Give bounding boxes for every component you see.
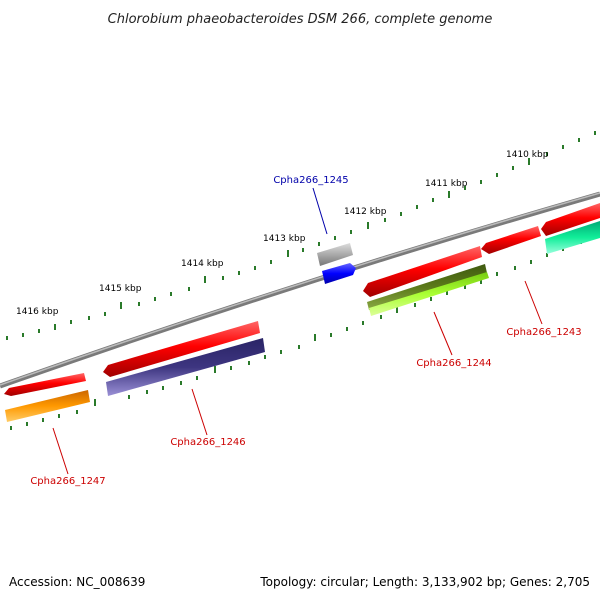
gene-cpha266-1247-feature[interactable] [5,390,90,422]
accession-text: Accession: NC_008639 [9,575,145,589]
genome-summary-text: Topology: circular; Length: 3,133,902 bp… [259,575,590,589]
scale-label-1410: 1410 kbp [506,150,549,160]
scale-label-1412: 1412 kbp [344,207,387,217]
leader-cpha266-1247 [52,427,69,475]
gene-next-cds[interactable] [541,203,600,236]
gene-label-cpha266-1245[interactable]: Cpha266_1245 [273,175,348,186]
leader-cpha266-1243 [524,280,543,325]
leader-cpha266-1244 [433,311,453,356]
gene-cpha266-1244-cds[interactable] [363,246,482,297]
scale-label-1413: 1413 kbp [263,234,306,244]
genome-backbone-highlight [0,192,600,386]
gene-cpha266-1245-cds[interactable] [317,243,353,266]
scale-label-1411: 1411 kbp [425,179,468,189]
gene-label-cpha266-1247[interactable]: Cpha266_1247 [30,476,105,487]
scale-label-1414: 1414 kbp [181,259,224,269]
gene-label-cpha266-1243[interactable]: Cpha266_1243 [506,327,581,338]
leader-cpha266-1245 [312,187,328,235]
gene-cpha266-1246-cds[interactable] [103,321,260,377]
gene-label-cpha266-1244[interactable]: Cpha266_1244 [416,358,491,369]
scale-label-1415: 1415 kbp [99,284,142,294]
gene-cpha266-1244-feature-olive[interactable] [367,264,487,310]
gene-cpha266-1244-feature-lime[interactable] [369,272,489,316]
gene-cpha266-1247-cds[interactable] [4,373,86,396]
gene-features [4,203,600,422]
gene-label-cpha266-1246[interactable]: Cpha266_1246 [170,437,245,448]
genome-backbone [0,191,600,389]
scale-label-1416: 1416 kbp [16,307,59,317]
gene-leader-lines [52,187,543,475]
gene-next-feature[interactable] [545,221,600,254]
gene-cpha266-1243-cds[interactable] [481,226,541,254]
outer-tick-scale [6,131,596,340]
leader-cpha266-1246 [191,388,208,436]
map-title: Chlorobium phaeobacteroides DSM 266, com… [108,12,493,27]
gene-cpha266-1245-feature[interactable] [322,263,356,284]
gene-cpha266-1246-feature[interactable] [106,338,265,396]
